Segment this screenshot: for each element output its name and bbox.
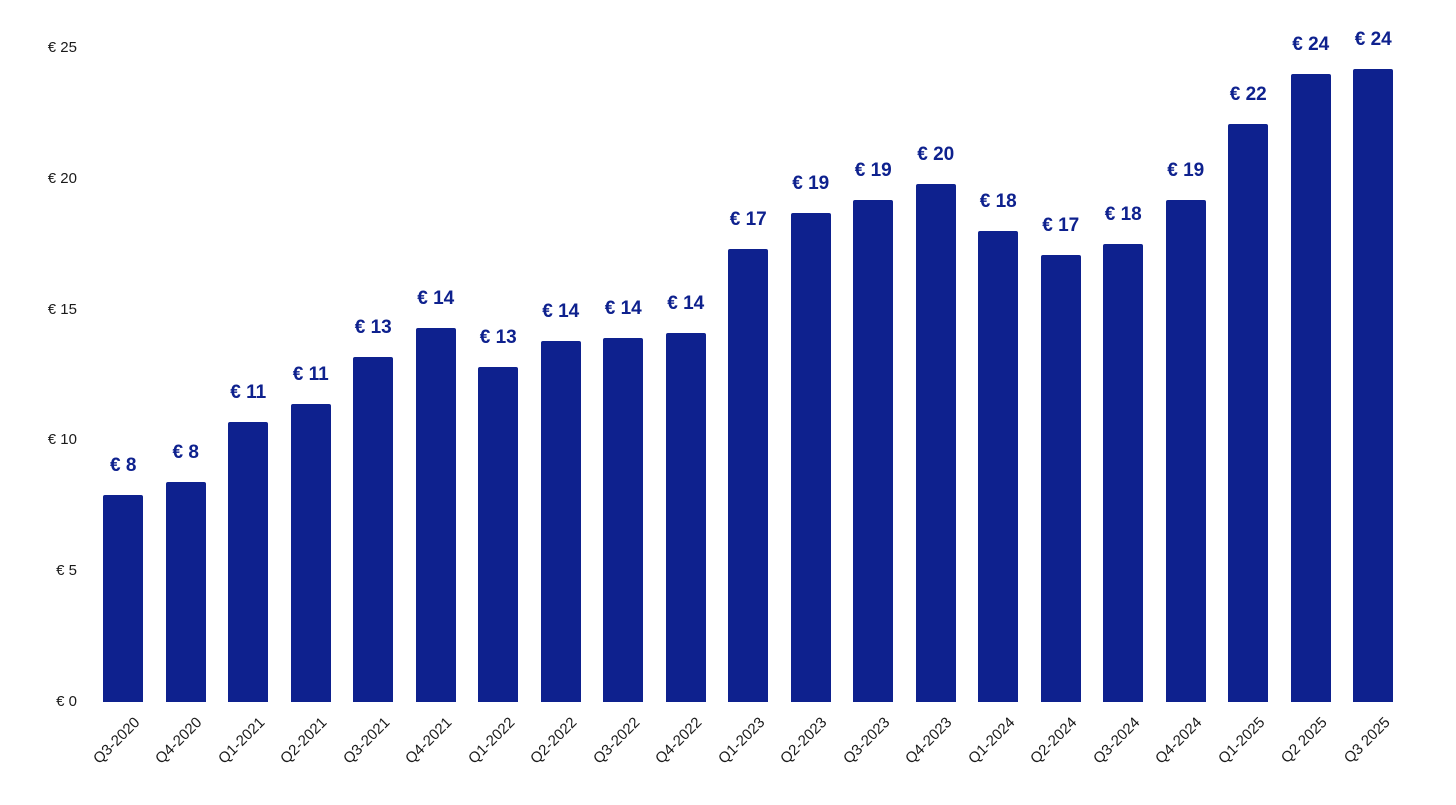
plot-area: € 8 € 8 € 11 € 11 € 13 € 14 € 13 € 14 € 14 € 14 € … (92, 0, 1405, 702)
bar-Q3-2023 (853, 199, 894, 702)
x-axis-tick-label: Q4-2021 (402, 714, 456, 768)
bar-Q2-2023 (790, 212, 831, 702)
y-axis-tick-label: € 15 (47, 300, 77, 318)
bar-value-label: € 11 (292, 363, 329, 385)
bar-Q1-2023 (728, 249, 769, 702)
x-axis-tick-label: Q4-2022 (652, 714, 706, 768)
bar-value-label: € 14 (417, 287, 455, 309)
x-axis-tick-label: Q1-2024 (964, 714, 1019, 768)
x-axis-tick-label: Q1-2021 (214, 714, 269, 768)
bar-value-label: € 18 (979, 191, 1017, 213)
bar-Q3-2024 (1103, 244, 1144, 702)
bar-Q4-2023 (915, 184, 956, 702)
y-axis-tick-label: € 10 (47, 431, 77, 449)
x-axis-tick-label: Q1-2023 (714, 714, 769, 768)
bar-Q3-2020 (103, 495, 144, 702)
bar-value-label: € 24 (1292, 34, 1330, 56)
bar-value-label: € 11 (230, 382, 267, 404)
bar-Q2 2025 (1290, 74, 1331, 702)
bar-value-label: € 8 (110, 455, 137, 477)
bar-Q1-2025 (1228, 123, 1269, 702)
x-axis-tick-label: Q3-2021 (339, 714, 394, 768)
bar-value-label: € 17 (1042, 214, 1080, 236)
bar-value-label: € 19 (792, 172, 830, 194)
bar-Q4-2022 (665, 333, 706, 702)
bar-Q3-2022 (603, 338, 644, 702)
bar-Q1-2022 (478, 367, 519, 702)
bar-value-label: € 18 (1104, 204, 1142, 226)
x-axis-tick-label: Q2-2022 (527, 714, 581, 768)
bar-value-label: € 17 (729, 209, 767, 231)
x-axis-tick-label: Q4-2024 (1152, 714, 1206, 768)
x-axis-tick-label: Q3-2022 (589, 714, 644, 768)
bar-Q2-2021 (290, 403, 331, 702)
y-axis-tick-label: € 25 (47, 39, 77, 56)
bar-Q3 2025 (1353, 68, 1394, 702)
bar-value-label: € 8 (172, 442, 199, 464)
bar-Q4-2021 (415, 327, 456, 702)
y-axis-tick-label: € 0 (56, 693, 77, 710)
x-axis-tick-label: Q1-2025 (1214, 714, 1269, 768)
bar-value-label: € 20 (917, 144, 955, 166)
x-axis-tick-label: Q3-2024 (1089, 714, 1144, 768)
bar-Q2-2022 (540, 341, 581, 702)
x-axis-tick-label: Q4-2023 (902, 714, 956, 768)
bar-value-label: € 19 (1167, 159, 1205, 181)
x-axis-tick-label: Q2-2021 (277, 714, 331, 768)
bar-value-label: € 24 (1354, 28, 1392, 50)
bar-Q1-2024 (978, 231, 1019, 702)
x-axis: Q3-2020 Q4-2020 Q1-2021 Q2-2021 Q3-2021 Q4-20… (89, 702, 1405, 805)
bar-value-label: € 19 (854, 159, 892, 181)
bar-value-label: € 14 (667, 293, 705, 315)
bar-Q2-2024 (1040, 254, 1081, 702)
bar-Q4-2020 (165, 482, 206, 702)
bar-value-label: € 13 (479, 327, 517, 349)
x-axis-tick-label: Q2 2025 (1278, 714, 1331, 767)
bar-Q4-2024 (1165, 199, 1206, 702)
y-axis-tick-label: € 5 (56, 562, 77, 580)
bar-value-label: € 14 (542, 301, 580, 322)
bar-value-label: € 14 (604, 298, 642, 320)
x-axis-tick-label: Q1-2022 (464, 714, 519, 768)
bar-Q1-2021 (228, 422, 269, 702)
bar-value-label: € 13 (354, 316, 392, 338)
x-axis-tick-label: Q3 2025 (1340, 714, 1394, 767)
x-axis-tick-label: Q2-2024 (1027, 714, 1081, 768)
x-axis-tick-label: Q3-2023 (839, 714, 894, 768)
bar-value-label: € 22 (1229, 83, 1267, 105)
bar-Q3-2021 (353, 356, 394, 702)
x-axis-tick-label: Q2-2023 (777, 714, 831, 768)
y-axis-tick-label: € 20 (47, 169, 77, 187)
x-axis-tick-label: Q4-2020 (152, 714, 206, 768)
x-axis-tick-label: Q3-2020 (89, 714, 144, 768)
